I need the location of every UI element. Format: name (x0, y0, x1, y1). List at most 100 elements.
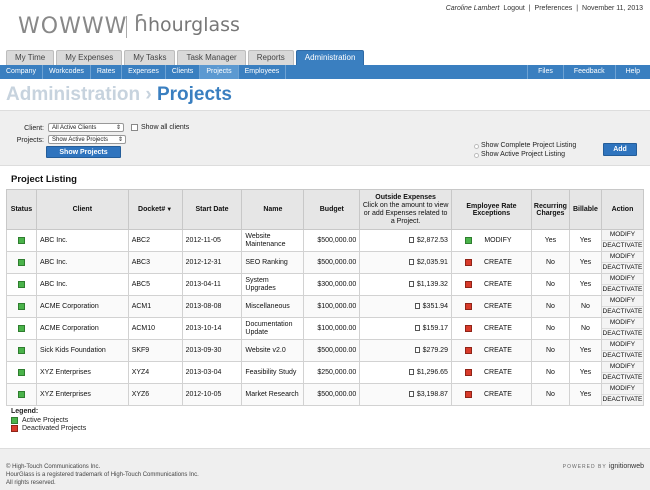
deactivate-button[interactable]: DEACTIVATE (601, 351, 643, 361)
modify-button[interactable]: MODIFY (601, 384, 643, 395)
billable-cell: Yes (568, 229, 602, 252)
deactivate-button[interactable]: DEACTIVATE (601, 373, 643, 383)
projects-select[interactable]: Show Active Projects ⇕ (48, 135, 126, 144)
table-header-row: Status Client Docket#▼ Start Date Name B… (6, 189, 645, 230)
tab-my-tasks[interactable]: My Tasks (124, 50, 176, 65)
document-icon[interactable] (414, 325, 420, 332)
rate-exceptions-cell: CREATE (450, 273, 532, 296)
col-status[interactable]: Status (6, 189, 37, 230)
client-cell: ACME Corporation (35, 317, 129, 340)
modify-button[interactable]: MODIFY (601, 362, 643, 373)
tab-task-manager[interactable]: Task Manager (177, 50, 246, 65)
expenses-cell[interactable]: $159.17 (359, 317, 452, 340)
col-outside-expenses: Outside Expenses Click on the amount to … (359, 189, 452, 230)
expenses-amount-link[interactable]: $351.94 (422, 303, 448, 310)
rate-action-link[interactable]: CREATE (483, 325, 512, 332)
subnav-feedback[interactable]: Feedback (562, 65, 615, 79)
rate-action-link[interactable]: CREATE (483, 347, 512, 354)
deactivate-button[interactable]: DEACTIVATE (601, 329, 643, 339)
rate-status-icon (464, 391, 472, 398)
expenses-cell[interactable]: $1,139.32 (359, 273, 452, 296)
expenses-amount-link[interactable]: $1,296.65 (416, 369, 448, 376)
active-listing-label[interactable]: Show Active Project Listing (481, 151, 566, 158)
modify-button[interactable]: MODIFY (601, 274, 643, 285)
show-projects-button[interactable]: Show Projects (46, 146, 121, 158)
expenses-cell[interactable]: $2,872.53 (359, 229, 452, 252)
deactivate-button[interactable]: DEACTIVATE (601, 395, 643, 405)
rate-action-link[interactable]: CREATE (483, 259, 512, 266)
document-icon[interactable] (408, 369, 414, 376)
deactivate-button[interactable]: DEACTIVATE (601, 285, 643, 295)
deactivate-button[interactable]: DEACTIVATE (601, 263, 643, 273)
document-icon[interactable] (414, 347, 420, 354)
sort-desc-icon[interactable]: ▼ (166, 207, 173, 213)
expenses-amount-link[interactable]: $279.29 (422, 347, 448, 354)
tab-administration[interactable]: Administration (295, 50, 365, 65)
rate-action-link[interactable]: CREATE (483, 391, 512, 398)
rate-status-icon (464, 347, 472, 354)
col-recurring: Recurring Charges (530, 189, 570, 230)
complete-listing-label[interactable]: Show Complete Project Listing (481, 142, 577, 149)
col-client[interactable]: Client (35, 189, 129, 230)
subnav-company[interactable]: Company (0, 65, 43, 79)
show-all-clients-checkbox[interactable] (131, 124, 138, 131)
tab-my-expenses[interactable]: My Expenses (56, 50, 123, 65)
subnav-rates[interactable]: Rates (91, 65, 123, 79)
col-name[interactable]: Name (241, 189, 305, 230)
hourglass-brand-text: hourglass (147, 14, 240, 36)
rate-exceptions-cell: CREATE (450, 383, 532, 406)
deactivate-button[interactable]: DEACTIVATE (601, 241, 643, 251)
expenses-amount-link[interactable]: $159.17 (422, 325, 448, 332)
subnav-employees[interactable]: Employees (239, 65, 287, 79)
expenses-cell[interactable]: $351.94 (359, 295, 452, 318)
complete-listing-radio[interactable] (474, 144, 479, 149)
expenses-amount-link[interactable]: $2,035.91 (416, 259, 448, 266)
tab-my-time[interactable]: My Time (6, 50, 55, 65)
rate-action-link[interactable]: CREATE (483, 281, 512, 288)
table-row: XYZ Enterprises XYZ6 2012-10-05 Market Rese… (6, 383, 645, 406)
modify-button[interactable]: MODIFY (601, 296, 643, 307)
col-budget[interactable]: Budget (303, 189, 361, 230)
powered-by[interactable]: POWERED BY ignitionweb (563, 463, 644, 470)
client-select-value: All Active Clients (52, 125, 97, 131)
expenses-cell[interactable]: $279.29 (359, 339, 452, 362)
expenses-amount-link[interactable]: $3,198.87 (416, 391, 448, 398)
active-listing-radio[interactable] (474, 153, 479, 158)
modify-button[interactable]: MODIFY (601, 230, 643, 241)
document-icon[interactable] (408, 237, 414, 244)
deactivate-button[interactable]: DEACTIVATE (601, 307, 643, 317)
status-indicator-icon (17, 368, 25, 376)
expenses-cell[interactable]: $3,198.87 (359, 383, 452, 406)
preferences-link[interactable]: Preferences (534, 5, 573, 12)
expenses-cell[interactable]: $2,035.91 (359, 251, 452, 274)
start-date-cell: 2012-12-31 (181, 251, 243, 274)
document-icon[interactable] (414, 303, 420, 310)
logout-link[interactable]: Logout (503, 5, 525, 12)
document-icon[interactable] (408, 259, 414, 266)
legend-active: Active Projects (11, 417, 86, 424)
logo-divider (126, 16, 127, 38)
col-docket[interactable]: Docket#▼ (127, 189, 183, 230)
tab-reports[interactable]: Reports (247, 50, 294, 65)
subnav-files[interactable]: Files (527, 65, 563, 79)
subnav-workcodes[interactable]: Workcodes (43, 65, 91, 79)
subnav-help[interactable]: Help (614, 65, 650, 79)
subnav-clients[interactable]: Clients (166, 65, 201, 79)
document-icon[interactable] (408, 391, 414, 398)
rate-action-link[interactable]: CREATE (483, 369, 512, 376)
client-select[interactable]: All Active Clients ⇕ (48, 123, 124, 132)
add-project-button[interactable]: Add (603, 143, 637, 156)
expenses-amount-link[interactable]: $2,872.53 (416, 237, 448, 244)
rate-action-link[interactable]: CREATE (483, 303, 512, 310)
modify-button[interactable]: MODIFY (601, 340, 643, 351)
modify-button[interactable]: MODIFY (601, 252, 643, 263)
col-start-date[interactable]: Start Date (181, 189, 243, 230)
subnav-projects[interactable]: Projects (200, 65, 239, 79)
expenses-cell[interactable]: $1,296.65 (359, 361, 452, 384)
modify-button[interactable]: MODIFY (601, 318, 643, 329)
breadcrumb-section: Administration (6, 84, 141, 105)
subnav-expenses[interactable]: Expenses (122, 65, 166, 79)
rate-action-link[interactable]: MODIFY (484, 237, 512, 244)
document-icon[interactable] (408, 281, 414, 288)
expenses-amount-link[interactable]: $1,139.32 (416, 281, 448, 288)
